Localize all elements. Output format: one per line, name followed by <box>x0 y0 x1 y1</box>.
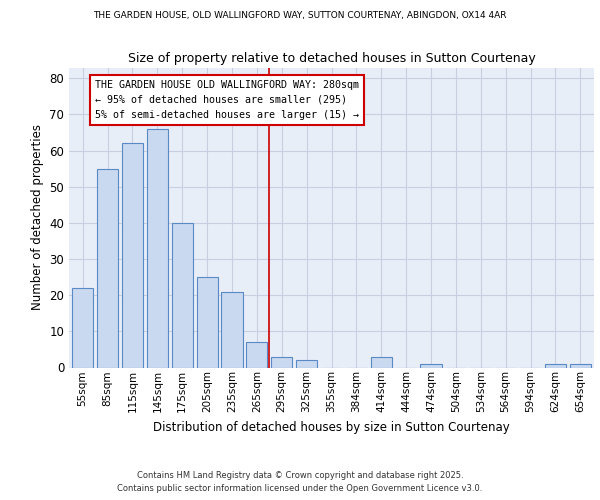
Bar <box>246 342 268 367</box>
Bar <box>147 129 168 368</box>
Text: Contains public sector information licensed under the Open Government Licence v3: Contains public sector information licen… <box>118 484 482 493</box>
Bar <box>97 168 118 368</box>
X-axis label: Distribution of detached houses by size in Sutton Courtenay: Distribution of detached houses by size … <box>153 420 510 434</box>
Y-axis label: Number of detached properties: Number of detached properties <box>31 124 44 310</box>
Title: Size of property relative to detached houses in Sutton Courtenay: Size of property relative to detached ho… <box>128 52 535 65</box>
Bar <box>221 292 242 368</box>
Bar <box>296 360 317 368</box>
Bar <box>197 277 218 368</box>
Bar <box>172 223 193 368</box>
Bar <box>421 364 442 368</box>
Text: Contains HM Land Registry data © Crown copyright and database right 2025.: Contains HM Land Registry data © Crown c… <box>137 471 463 480</box>
Bar <box>545 364 566 368</box>
Bar <box>371 356 392 368</box>
Text: THE GARDEN HOUSE OLD WALLINGFORD WAY: 280sqm
← 95% of detached houses are smalle: THE GARDEN HOUSE OLD WALLINGFORD WAY: 28… <box>95 80 359 120</box>
Bar <box>122 144 143 368</box>
Bar <box>72 288 93 368</box>
Bar <box>271 356 292 368</box>
Bar <box>570 364 591 368</box>
Text: THE GARDEN HOUSE, OLD WALLINGFORD WAY, SUTTON COURTENAY, ABINGDON, OX14 4AR: THE GARDEN HOUSE, OLD WALLINGFORD WAY, S… <box>93 11 507 20</box>
